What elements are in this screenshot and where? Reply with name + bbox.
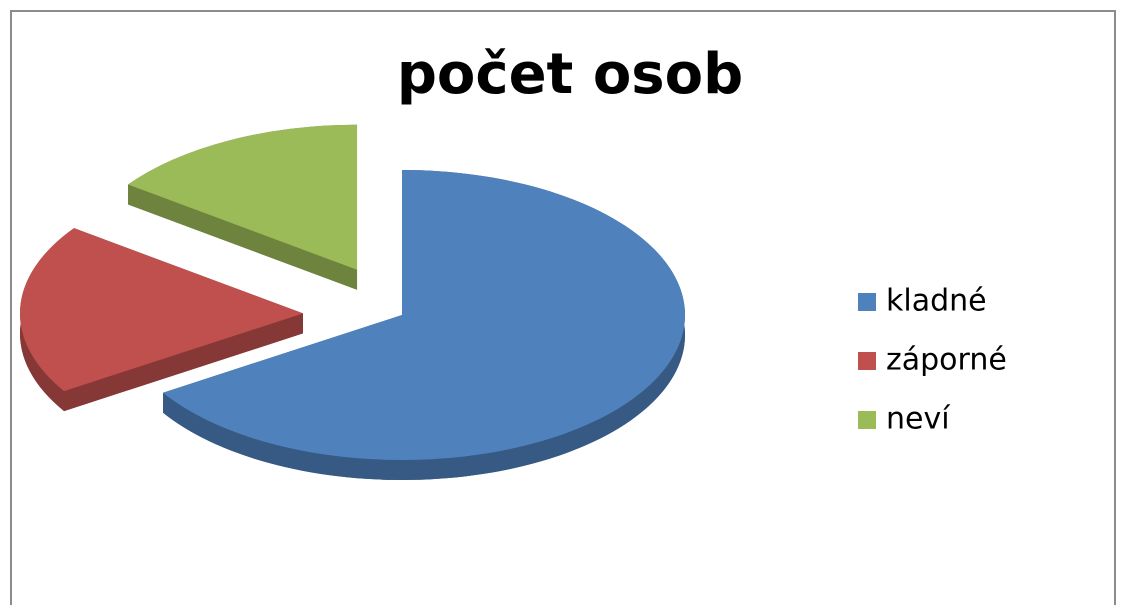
slice-side [128, 184, 358, 290]
chart-title: počet osob [397, 42, 743, 107]
legend-swatch [858, 411, 876, 429]
slice-side [64, 313, 303, 412]
slice [128, 124, 358, 270]
slice [163, 170, 686, 461]
legend-swatch [858, 293, 876, 311]
legend-swatch [858, 352, 876, 370]
legend-label: kladné [886, 284, 987, 319]
chart-frame [10, 10, 1116, 605]
slice [19, 228, 303, 392]
legend-label: neví [886, 402, 951, 437]
legend-label: záporné [886, 343, 1007, 378]
